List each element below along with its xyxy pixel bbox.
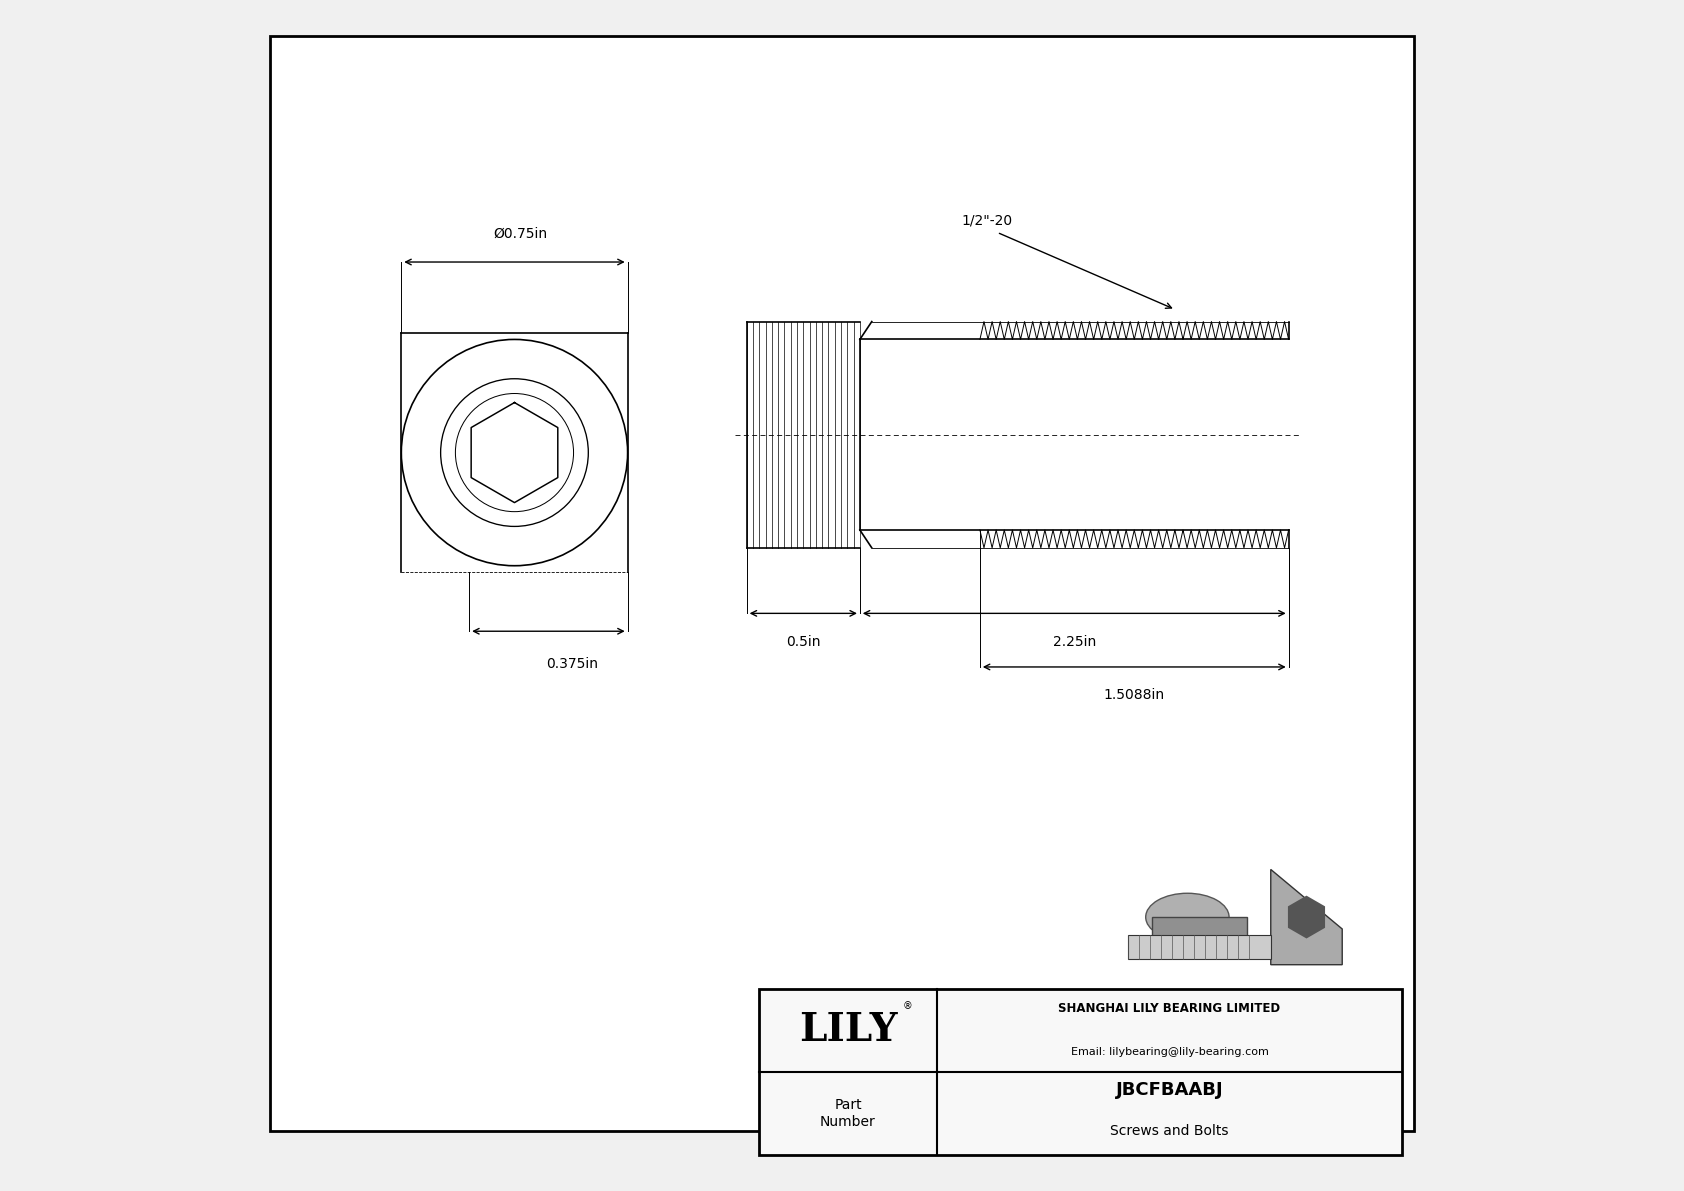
Text: SHANGHAI LILY BEARING LIMITED: SHANGHAI LILY BEARING LIMITED [1059, 1003, 1280, 1015]
Text: 1.5088in: 1.5088in [1103, 688, 1165, 703]
Text: Screws and Bolts: Screws and Bolts [1110, 1124, 1229, 1139]
Text: 0.5in: 0.5in [786, 635, 820, 649]
Text: Ø0.75in: Ø0.75in [493, 226, 547, 241]
FancyBboxPatch shape [271, 36, 1413, 1131]
Text: 0.375in: 0.375in [546, 657, 598, 672]
Ellipse shape [1145, 893, 1229, 941]
Text: 1/2"-20: 1/2"-20 [962, 213, 1012, 227]
Text: Email: lilybearing@lily-bearing.com: Email: lilybearing@lily-bearing.com [1071, 1047, 1268, 1056]
Text: JBCFBAABJ: JBCFBAABJ [1116, 1080, 1223, 1099]
Polygon shape [1152, 917, 1246, 941]
Text: ®: ® [903, 1002, 913, 1011]
Polygon shape [1288, 896, 1325, 939]
Text: LILY: LILY [798, 1011, 898, 1049]
FancyBboxPatch shape [758, 989, 1401, 1155]
Polygon shape [1128, 935, 1271, 959]
Text: Part
Number: Part Number [820, 1098, 876, 1129]
Text: 2.25in: 2.25in [1052, 635, 1096, 649]
Polygon shape [1271, 869, 1342, 965]
